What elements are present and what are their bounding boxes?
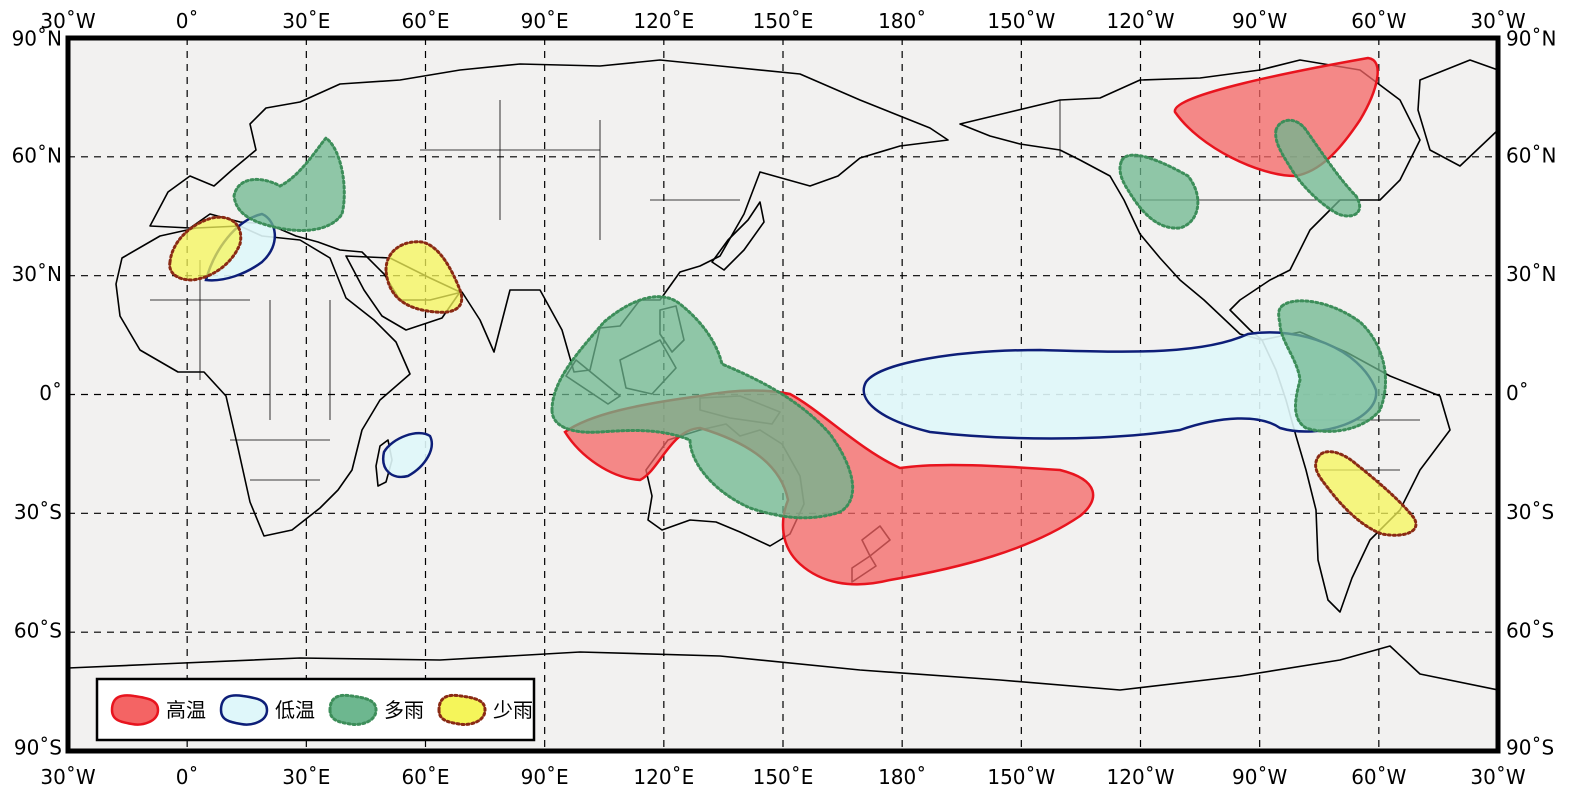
longitude-labels-top: 30˚W 0˚ 30˚E 60˚E 90˚E 120˚E 150˚E 180˚ 150˚W 120… xyxy=(40,9,1525,33)
latitude-labels-right: 90˚N 60˚N 30˚N 0˚ 30˚S 60˚S 90˚S xyxy=(1506,27,1556,760)
latitude-label-right: 0˚ xyxy=(1506,381,1529,405)
longitude-label-top: 120˚W xyxy=(1107,9,1175,33)
latitude-label-left: 60˚S xyxy=(14,619,62,643)
longitude-label-top: 120˚E xyxy=(633,9,694,33)
coastline-greenland xyxy=(1417,59,1498,167)
region-iberia-dry xyxy=(168,215,243,282)
longitude-label-top: 60˚W xyxy=(1351,9,1406,33)
region-arabia-dry xyxy=(384,240,464,314)
longitude-label-bottom: 60˚W xyxy=(1351,765,1406,789)
region-maritime-continent-wet xyxy=(550,295,855,520)
longitude-label-top: 90˚E xyxy=(521,9,569,33)
coastline-south-america xyxy=(1261,331,1451,613)
longitude-label-top: 0˚ xyxy=(176,9,199,33)
longitude-label-bottom: 0˚ xyxy=(176,765,199,789)
longitude-label-bottom: 30˚E xyxy=(282,765,330,789)
anomaly-regions xyxy=(168,56,1418,586)
latitude-label-left: 90˚N xyxy=(12,27,62,51)
latitude-label-right: 60˚S xyxy=(1506,619,1554,643)
latitude-label-right: 90˚S xyxy=(1506,736,1554,760)
longitude-label-bottom: 30˚W xyxy=(1470,765,1525,789)
longitude-label-bottom: 90˚W xyxy=(1232,765,1287,789)
latitude-label-right: 60˚N xyxy=(1506,143,1556,167)
legend-item-dry: 少雨 xyxy=(437,693,533,726)
latitude-label-right: 30˚S xyxy=(1506,500,1554,524)
longitude-label-bottom: 60˚E xyxy=(401,765,449,789)
coastline-north-america xyxy=(959,59,1421,341)
region-south-america-dry xyxy=(1314,450,1418,537)
longitude-label-top: 150˚W xyxy=(987,9,1055,33)
latitude-label-left: 30˚N xyxy=(12,262,62,286)
latitude-label-right: 30˚N xyxy=(1506,262,1556,286)
longitude-label-top: 30˚W xyxy=(1470,9,1525,33)
region-north-america-west-wet xyxy=(1118,153,1200,230)
legend-item-wet: 多雨 xyxy=(328,693,424,726)
legend: 高温 低温 多雨 少雨 xyxy=(95,677,536,742)
longitude-label-top: 180˚ xyxy=(878,9,926,33)
longitude-label-bottom: 150˚W xyxy=(987,765,1055,789)
legend-item-warm: 高温 xyxy=(110,694,206,726)
legend-label-dry: 少雨 xyxy=(493,698,533,722)
region-madagascar-cool xyxy=(381,431,433,479)
legend-swatch-dry xyxy=(437,693,487,726)
legend-swatch-wet xyxy=(328,693,378,726)
legend-label-cool: 低温 xyxy=(275,698,315,722)
region-caribbean-south-america-wet xyxy=(1277,299,1387,433)
longitude-label-top: 90˚W xyxy=(1232,9,1287,33)
region-canada-warm xyxy=(1173,56,1379,178)
longitude-label-bottom: 90˚E xyxy=(521,765,569,789)
coastline-madagascar xyxy=(375,439,393,487)
latitude-label-left: 0˚ xyxy=(39,381,62,405)
longitude-label-top: 150˚E xyxy=(753,9,814,33)
latitude-label-left: 90˚S xyxy=(14,736,62,760)
longitude-label-top: 60˚E xyxy=(401,9,449,33)
latitude-labels-left: 90˚N 60˚N 30˚N 0˚ 30˚S 60˚S 90˚S xyxy=(12,27,62,760)
region-north-america-east-wet xyxy=(1274,118,1362,218)
longitude-label-top: 30˚E xyxy=(282,9,330,33)
longitude-labels-bottom: 30˚W 0˚ 30˚E 60˚E 90˚E 120˚E 150˚E 180˚ 150˚W 120… xyxy=(40,765,1525,789)
longitude-label-bottom: 180˚ xyxy=(878,765,926,789)
latitude-label-left: 60˚N xyxy=(12,143,62,167)
legend-label-warm: 高温 xyxy=(166,698,206,722)
longitude-label-bottom: 120˚E xyxy=(633,765,694,789)
legend-label-wet: 多雨 xyxy=(384,698,424,722)
legend-swatch-cool xyxy=(219,694,269,726)
legend-swatch-warm xyxy=(110,694,160,726)
legend-item-cool: 低温 xyxy=(219,694,315,726)
coastline-eurasia xyxy=(149,59,949,373)
longitude-label-bottom: 150˚E xyxy=(753,765,814,789)
latitude-label-left: 30˚S xyxy=(14,500,62,524)
coastline-japan xyxy=(711,201,765,271)
latitude-label-right: 90˚N xyxy=(1506,27,1556,51)
region-europe-wet xyxy=(232,135,346,232)
longitude-label-top: 30˚W xyxy=(40,9,95,33)
longitude-label-bottom: 30˚W xyxy=(40,765,95,789)
longitude-label-bottom: 120˚W xyxy=(1107,765,1175,789)
coastline-antarctica xyxy=(68,645,1498,751)
map-frame xyxy=(65,35,1501,754)
